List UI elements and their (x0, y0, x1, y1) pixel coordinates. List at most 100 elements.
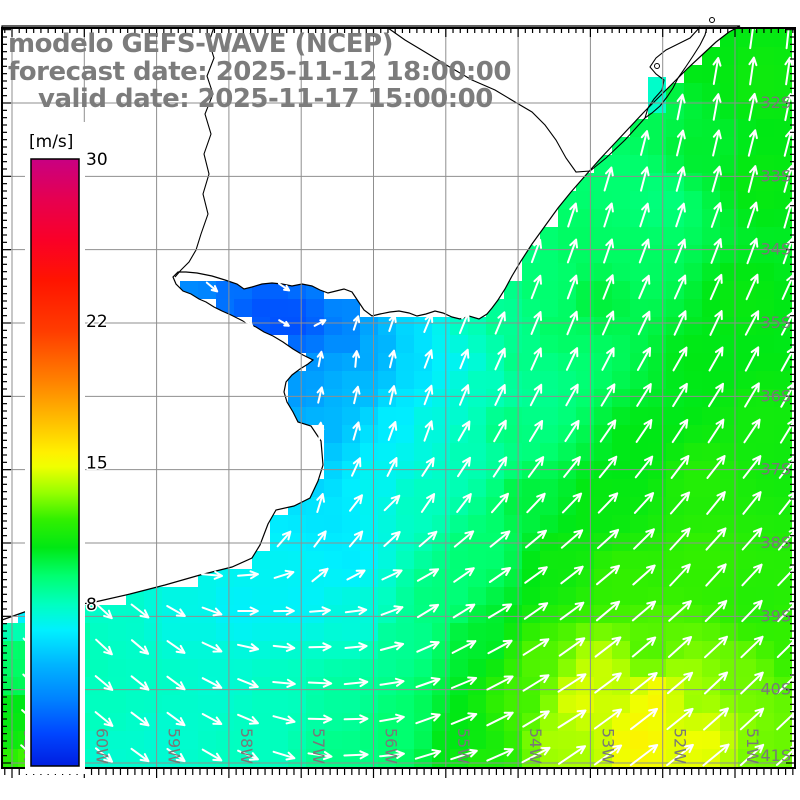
wind-arrow (747, 129, 758, 157)
wind-cell (540, 443, 558, 461)
wind-cell (648, 605, 666, 623)
wind-arrow (712, 57, 722, 85)
wind-cell (504, 407, 522, 425)
wind-cell (468, 353, 486, 371)
wind-cell (288, 695, 306, 713)
wind-cell (630, 407, 648, 425)
wind-cell (774, 677, 792, 695)
wind-arrow (594, 636, 622, 658)
wind-cell (522, 551, 540, 569)
wind-cell (648, 209, 666, 227)
wind-cell (702, 407, 720, 425)
wind-cell (702, 425, 720, 443)
wind-cell (720, 605, 738, 623)
wind-cell (720, 677, 738, 695)
wind-cell (540, 605, 558, 623)
wind-cell (630, 353, 648, 371)
wind-cell (486, 371, 504, 389)
wind-cell (144, 623, 162, 641)
wind-arrow (638, 238, 651, 264)
wind-cell (666, 569, 684, 587)
wind-cell (594, 515, 612, 533)
wind-cell (630, 371, 648, 389)
wind-cell (540, 731, 558, 749)
wind-arrow (637, 310, 651, 336)
wind-arrow (387, 421, 398, 441)
wind-cell (378, 335, 396, 353)
wind-arrow (166, 747, 186, 763)
wind-arrow (597, 492, 619, 514)
wind-cell (558, 695, 576, 713)
wind-cell (324, 389, 342, 407)
wind-cell (162, 695, 180, 713)
wind-cell (702, 155, 720, 173)
wind-cell (684, 587, 702, 605)
wind-cell (648, 263, 666, 281)
wind-cell (540, 389, 558, 407)
wind-arrow (629, 744, 659, 766)
wind-arrow (603, 202, 614, 228)
wind-cell (468, 731, 486, 749)
wind-arrow (668, 600, 692, 622)
wind-cell (432, 425, 450, 443)
wind-cell (396, 515, 414, 533)
wind-arrow (273, 606, 295, 616)
wind-cell (396, 443, 414, 461)
wind-cell (720, 731, 738, 749)
wind-cell (414, 479, 432, 497)
wind-cell (756, 281, 774, 299)
wind-cell (756, 137, 774, 155)
lat-label: 32S (760, 93, 791, 112)
wind-arrow (742, 455, 762, 479)
wind-cell (774, 407, 792, 425)
wind-cell (378, 731, 396, 749)
wind-cell (216, 587, 234, 605)
wind-arrow (486, 675, 514, 691)
wind-cell (396, 731, 414, 749)
wind-arrow (94, 675, 114, 691)
wind-cell (738, 191, 756, 209)
wind-cell (468, 623, 486, 641)
wind-cell (378, 713, 396, 731)
wind-cell (468, 605, 486, 623)
wind-cell (324, 425, 342, 443)
wind-arrow (676, 93, 686, 121)
wind-cell (522, 371, 540, 389)
wind-arrow (748, 92, 758, 122)
wind-cell (630, 119, 648, 137)
wind-cell (648, 173, 666, 191)
wind-cell (576, 731, 594, 749)
wind-cell (432, 515, 450, 533)
wind-cell (306, 533, 324, 551)
wind-cell (720, 83, 738, 101)
wind-cell (648, 425, 666, 443)
wind-arrow (521, 746, 551, 764)
wind-cell (342, 353, 360, 371)
wind-cell (234, 641, 252, 659)
wind-cell (612, 695, 630, 713)
wind-arrow (130, 603, 150, 619)
wind-cell (288, 299, 306, 317)
wind-cell (720, 533, 738, 551)
wind-cell (702, 371, 720, 389)
wind-arrow (565, 347, 579, 371)
wind-cell (720, 407, 738, 425)
wind-arrow (704, 635, 728, 659)
wind-cell (648, 119, 666, 137)
wind-cell (756, 173, 774, 191)
wind-arrow (670, 455, 690, 479)
wind-arrow (671, 418, 689, 444)
wind-cell (522, 353, 540, 371)
lat-label: 40S (760, 680, 791, 699)
wind-arrow (674, 238, 687, 264)
wind-cell (468, 659, 486, 677)
wind-cell (558, 227, 576, 245)
wind-cell (720, 119, 738, 137)
wind-cell (702, 479, 720, 497)
wind-cell (288, 587, 306, 605)
wind-cell (522, 587, 540, 605)
wind-cell (432, 659, 450, 677)
wind-arrow (529, 383, 543, 407)
wind-cell (504, 335, 522, 353)
wind-arrow (676, 129, 686, 157)
